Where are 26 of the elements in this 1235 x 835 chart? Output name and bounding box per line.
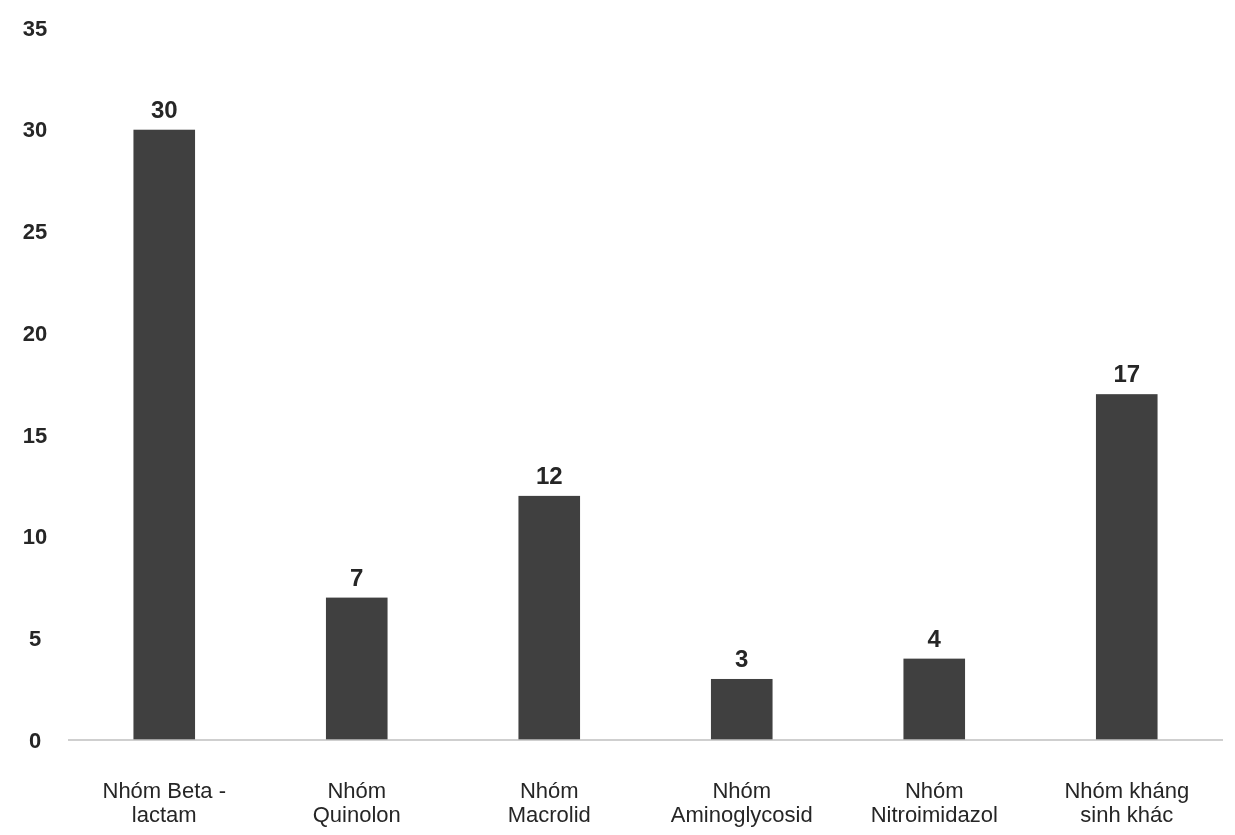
bar: [1095, 394, 1158, 740]
y-tick-label: 25: [22, 219, 48, 245]
bar: [518, 495, 581, 740]
data-label: 3: [735, 644, 749, 672]
y-tick-label: 0: [28, 727, 42, 753]
y-tick-label: 15: [22, 422, 48, 448]
data-label: 12: [535, 461, 563, 489]
x-tick-label: Nhóm Aminoglycosid: [670, 778, 813, 827]
data-label: 17: [1113, 360, 1141, 388]
x-tick-label: Nhóm Macrolid: [507, 778, 591, 827]
x-tick-label: Nhóm Nitroimidazol: [870, 778, 998, 827]
x-tick-label: Nhóm Beta - lactam: [102, 778, 226, 827]
y-tick-label: 10: [22, 524, 48, 550]
bar: [903, 658, 966, 740]
y-tick-label: 5: [28, 625, 42, 651]
y-tick-label: 20: [22, 320, 48, 346]
x-tick-label: Nhóm kháng sinh khác: [1064, 778, 1190, 827]
data-label: 30: [150, 95, 178, 123]
bar: [325, 597, 388, 740]
x-tick-label: Nhóm Quinolon: [312, 778, 401, 827]
y-tick-label: 30: [22, 117, 48, 143]
bar: [133, 129, 196, 740]
bar: [710, 678, 773, 740]
data-label: 7: [350, 563, 364, 591]
y-tick-label: 35: [22, 15, 48, 41]
data-label: 4: [927, 624, 942, 652]
